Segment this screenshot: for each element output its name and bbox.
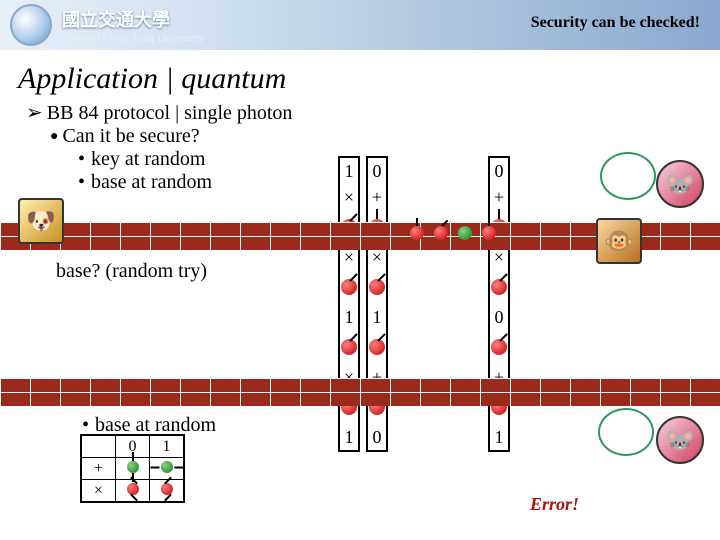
cell-bobout-c: 1: [490, 424, 508, 450]
cell-eveout-b: 1: [368, 304, 386, 330]
cell-evep-a: [341, 270, 357, 304]
cell-base-c: +: [490, 184, 508, 210]
cell-evesend-c: [491, 330, 507, 364]
bullet-protocol: BB 84 protocol | single photon: [26, 100, 700, 125]
cell-key-c: 0: [490, 158, 508, 184]
col-ab: 1 × × 1 × 1 0 + × 1 + 0: [338, 156, 388, 452]
header-bar: 國立交通大學 National Chiao Tung University Se…: [0, 0, 720, 50]
cell-key-b: 0: [368, 158, 386, 184]
cell-evesend-a: [341, 330, 357, 364]
eve-avatar: 🐵: [596, 218, 642, 264]
legend-cross: ×: [82, 480, 116, 502]
cell-evep-b: [369, 270, 385, 304]
cell-bobout-b: 0: [368, 424, 386, 450]
brick-wall-2: [0, 378, 720, 406]
cell-base-b: +: [368, 184, 386, 210]
receiver-avatar-2: 🐭: [656, 416, 704, 464]
university-text: 國立交通大學 National Chiao Tung University: [62, 6, 203, 44]
col-a: 1 × × 1 × 1: [338, 156, 360, 452]
col-c: 0 + × 0 + 1: [488, 156, 510, 452]
cell-evep-c: [491, 270, 507, 304]
col-c-wrap: 0 + × 0 + 1: [488, 156, 510, 452]
legend-h1: 1: [150, 436, 184, 458]
thought-bubble-2: [598, 408, 654, 456]
legend-plus: +: [82, 458, 116, 480]
tagline: Security can be checked!: [531, 14, 700, 32]
cell-key-a: 1: [340, 158, 358, 184]
slide-title: Application | quantum: [18, 62, 720, 96]
receiver-avatar-1: 🐭: [656, 160, 704, 208]
alice-avatar: 🐶: [18, 198, 64, 244]
col-b: 0 + × 1 + 0: [366, 156, 388, 452]
legend-table: 01 + ×: [80, 434, 185, 503]
cell-eveout-c: 0: [490, 304, 508, 330]
bullet-secure-q: Can it be secure?: [50, 125, 700, 148]
cell-eveout-a: 1: [340, 304, 358, 330]
cell-base-a: ×: [340, 184, 358, 210]
university-logo: [10, 4, 52, 46]
error-label: Error!: [530, 494, 579, 515]
mid-photons: [410, 226, 496, 240]
thought-bubble-1: [600, 152, 656, 200]
label-eve-base: base? (random try): [56, 260, 207, 283]
university-name: 國立交通大學: [62, 10, 170, 30]
university-subtitle: National Chiao Tung University: [62, 32, 203, 44]
cell-bobout-a: 1: [340, 424, 358, 450]
cell-evesend-b: [369, 330, 385, 364]
